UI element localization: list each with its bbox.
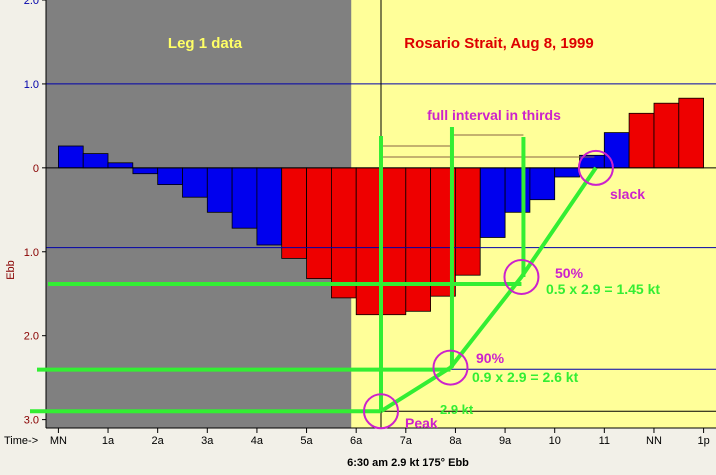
current-bar: [306, 167, 332, 280]
x-tick-label: 5a: [300, 435, 313, 447]
pct90-calc: 0.9 x 2.9 = 2.6 kt: [472, 369, 579, 385]
pct90-circle: [432, 349, 469, 386]
y-tick-label: 0: [33, 163, 39, 175]
current-bar: [58, 145, 84, 169]
peak-circle: [363, 393, 399, 430]
x-axis-prefix: Time->: [4, 435, 38, 447]
y-axis-label: Ebb: [5, 260, 17, 280]
current-bar: [454, 167, 481, 276]
x-tick-label: 8a: [449, 435, 462, 447]
y-tick-label: 1.0: [24, 79, 39, 91]
x-tick-label: 2a: [152, 435, 165, 447]
slack-label: slack: [610, 186, 645, 202]
current-bar: [479, 167, 506, 238]
current-bar: [281, 167, 307, 259]
current-bar: [256, 167, 283, 246]
current-bar: [355, 167, 382, 316]
pct50-label: 50%: [555, 265, 584, 281]
chart-title-right: Rosario Strait, Aug 8, 1999: [404, 35, 594, 52]
current-bar: [504, 167, 531, 213]
current-bar: [206, 167, 233, 213]
x-tick-label: 10: [549, 435, 561, 447]
current-bar: [628, 112, 655, 169]
current-bar: [157, 167, 183, 186]
pct90-label: 90%: [476, 350, 505, 366]
pct50-calc: 0.5 x 2.9 = 1.45 kt: [546, 281, 660, 297]
x-tick-label: 3a: [201, 435, 214, 447]
slack-circle: [577, 149, 614, 186]
x-tick-label: 11: [599, 435, 610, 447]
y-tick-label: 2.0: [24, 331, 39, 343]
current-bar: [653, 102, 680, 169]
pct50-circle: [503, 258, 540, 295]
x-tick-label: NN: [646, 435, 662, 447]
x-tick-label: 6a: [350, 435, 363, 447]
current-bar: [529, 167, 556, 201]
interval-label: full interval in thirds: [427, 107, 561, 123]
footer-readout: 6:30 am 2.9 kt 175° Ebb: [347, 457, 469, 469]
x-tick-label: 4a: [251, 435, 264, 447]
x-tick-label: 1a: [102, 435, 115, 447]
current-bar: [380, 167, 407, 316]
peak-value-label: 2.9 kt: [440, 402, 474, 417]
current-bar: [107, 162, 134, 169]
current-bar: [231, 167, 258, 229]
peak-label: Peak: [405, 415, 438, 431]
current-bar: [330, 167, 357, 299]
y-tick-label: 1.0: [24, 247, 39, 259]
x-tick-label: 1p: [697, 435, 709, 447]
current-bar: [405, 167, 431, 312]
current-bar: [82, 153, 109, 169]
current-bar: [678, 97, 704, 169]
y-tick-label: 2.0: [24, 0, 39, 7]
current-bar: [554, 167, 580, 178]
x-tick-label: 7a: [400, 435, 413, 447]
chart-title-left: Leg 1 data: [168, 35, 243, 52]
current-bar: [182, 167, 208, 198]
current-bar: [132, 167, 159, 175]
current-curve: [379, 166, 598, 413]
y-tick-label: 3.0: [24, 415, 39, 427]
x-tick-label: 9a: [499, 435, 512, 447]
current-bar: [603, 132, 630, 169]
x-tick-label: MN: [50, 435, 67, 447]
